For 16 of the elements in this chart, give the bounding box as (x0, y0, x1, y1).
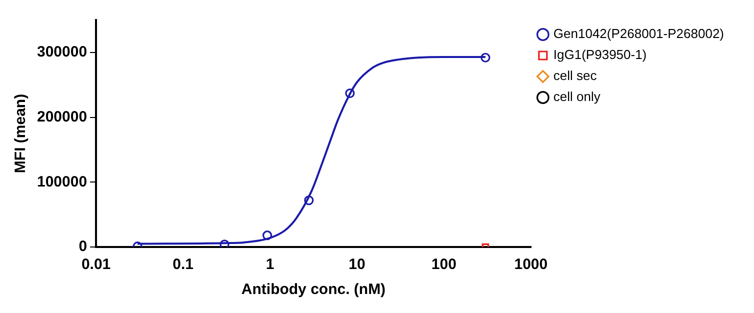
x-axis-title: Antibody conc. (nM) (241, 281, 386, 298)
legend-label: IgG1(P93950-1) (553, 47, 647, 62)
legend-label: cell sec (553, 68, 598, 84)
x-tick-label: 100 (431, 256, 456, 274)
x-tick-label: 1000 (514, 256, 548, 274)
legend-label: Gen1042(P268001-P268002) (553, 26, 724, 42)
x-tick-label: 0.01 (81, 256, 111, 274)
y-axis-title: MFI (mean) (12, 94, 30, 174)
y-tick-label: 100000 (36, 173, 88, 190)
x-tick-label: 1 (266, 256, 274, 274)
x-tick-label: 10 (348, 256, 366, 274)
y-tick-label: 200000 (36, 108, 88, 126)
y-tick-label: 0 (78, 238, 88, 256)
legend-label: cell only (553, 89, 601, 104)
x-tick-label: 0.1 (172, 256, 194, 274)
y-tick-label: 300000 (36, 44, 88, 61)
